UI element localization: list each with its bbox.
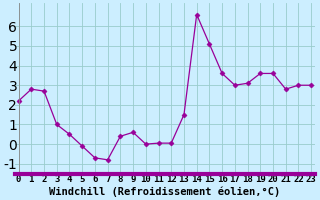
X-axis label: Windchill (Refroidissement éolien,°C): Windchill (Refroidissement éolien,°C) — [49, 187, 281, 197]
